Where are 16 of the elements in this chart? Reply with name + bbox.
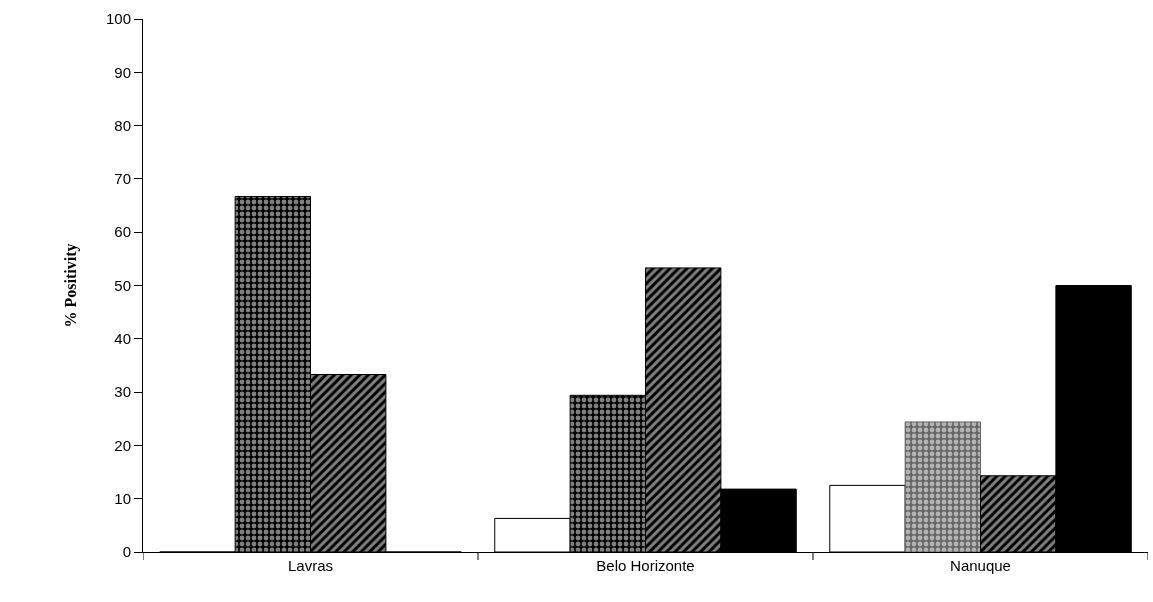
y-tick-label: 100 xyxy=(105,10,131,28)
x-tick-label: Lavras xyxy=(287,557,334,574)
x-tick-label: Belo Horizonte xyxy=(596,557,695,574)
y-tick-label: 90 xyxy=(114,63,131,81)
y-tick-label: 50 xyxy=(114,276,131,294)
x-tick-label: Nanuque xyxy=(950,557,1011,574)
y-tick-label: 20 xyxy=(114,436,131,454)
y-axis-title: % Positivity xyxy=(61,243,80,328)
y-tick-label: 0 xyxy=(122,543,131,561)
y-tick-label: 30 xyxy=(114,383,131,401)
y-tick-label: 40 xyxy=(114,330,131,348)
y-tick-label: 60 xyxy=(114,223,131,241)
y-tick-label: 80 xyxy=(114,116,131,134)
y-tick-label: 10 xyxy=(114,489,131,507)
y-tick-label: 70 xyxy=(114,170,131,188)
bar xyxy=(904,421,981,552)
